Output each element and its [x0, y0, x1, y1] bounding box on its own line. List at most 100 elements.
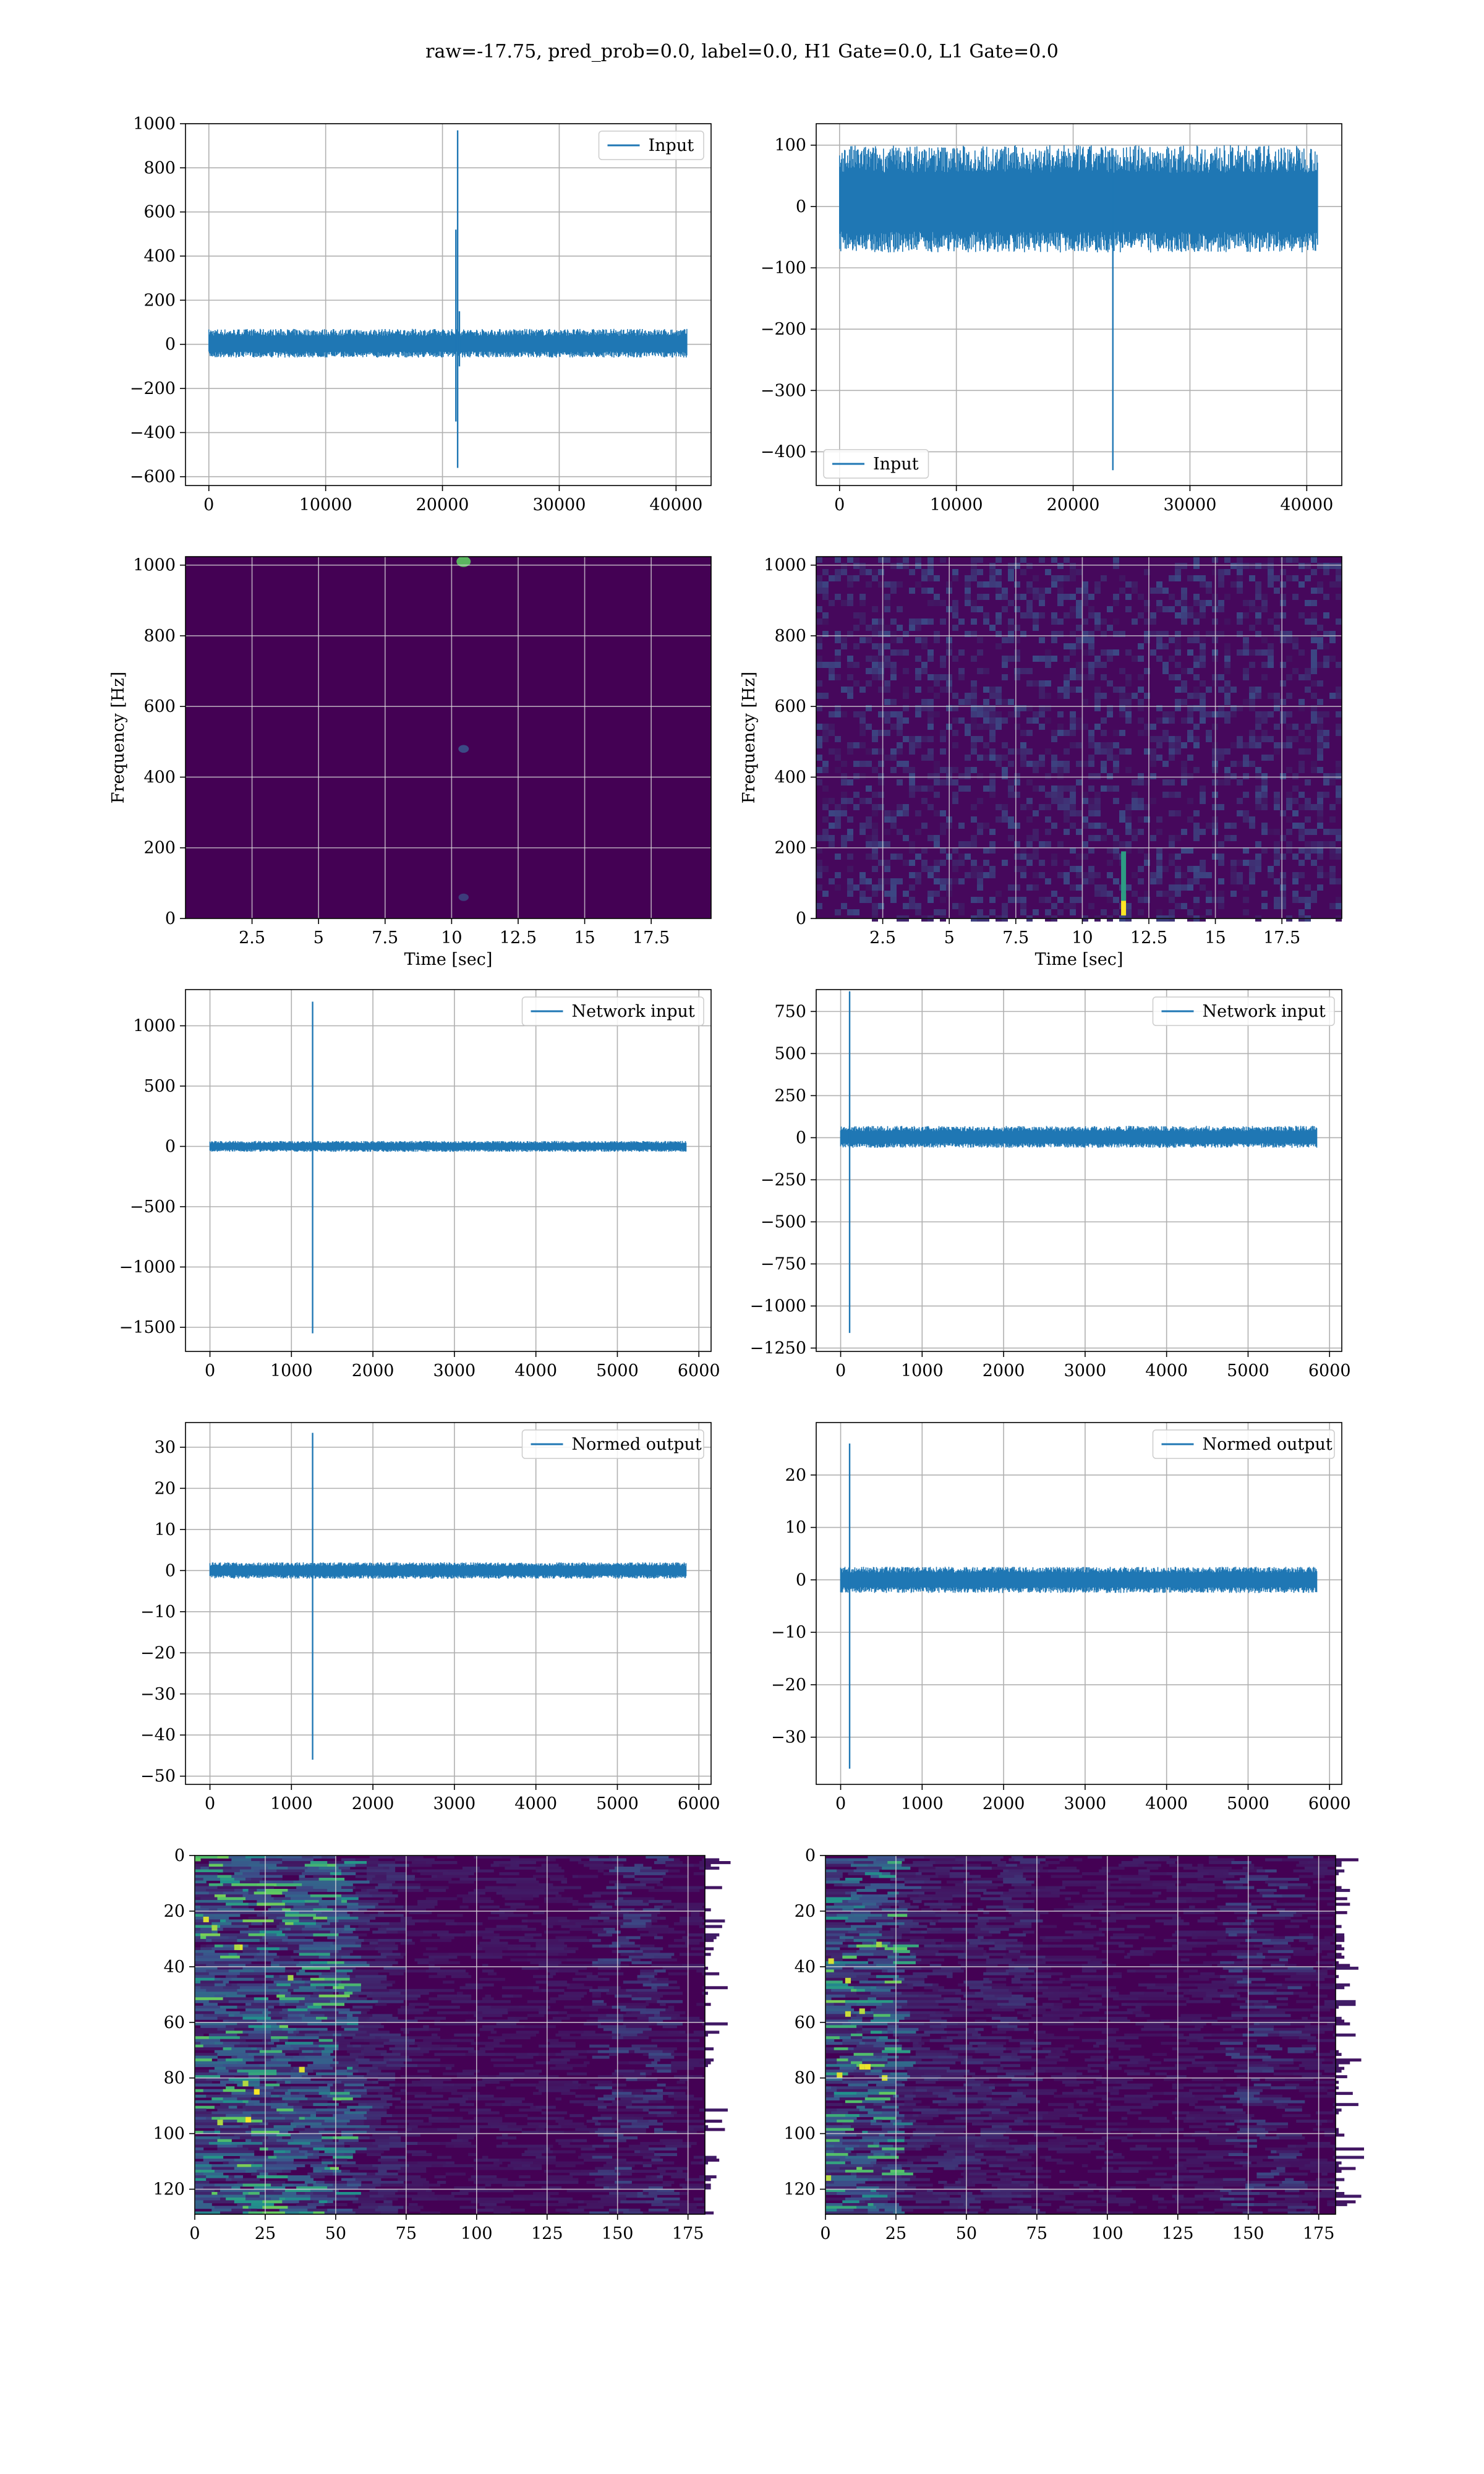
panel-input-h1: 0 10000 20000 30000 40000 −600 −400 −200 0 200 400… [130, 114, 712, 515]
panel-feature-map-h1: 0 25 50 75 100 125 150 175 0 20 40 60 80 100 120 [153, 1846, 731, 2243]
feature-hotspot [217, 2120, 223, 2126]
series-line-normed-output [209, 1562, 687, 1579]
feature-hotspot [234, 1944, 240, 1950]
y-tick-label: −400 [130, 423, 176, 442]
x-tick-label: 5000 [1227, 1361, 1269, 1380]
x-tick-label: 10 [441, 928, 462, 948]
y-tick-label: 600 [143, 203, 176, 222]
x-tick-label: 100 [1091, 2224, 1124, 2243]
x-tick-label: 50 [956, 2224, 977, 2243]
y-tick-label: −10 [771, 1623, 806, 1642]
y-tick-label: 80 [795, 2069, 816, 2088]
x-tick-label: 125 [1162, 2224, 1194, 2243]
y-tick-label: 20 [164, 1902, 185, 1921]
feature-hotspot [828, 1958, 834, 1964]
panel-normed-output-l1: 0 1000 2000 3000 4000 5000 6000 −30 −20 −10 0 10 20 N… [771, 1422, 1351, 1813]
x-tick-label: 175 [1303, 2224, 1335, 2243]
x-tick-label: 0 [205, 1794, 215, 1813]
x-tick-label: 0 [835, 1794, 846, 1813]
y-axis-label: Frequency [Hz] [740, 672, 759, 803]
y-tick-label: 30 [155, 1438, 176, 1457]
plot-background [186, 124, 711, 486]
x-tick-label: 17.5 [1263, 928, 1300, 948]
y-tick-label: −200 [130, 379, 176, 398]
x-tick-label: 0 [835, 1361, 846, 1380]
spectral-hotspot [458, 893, 469, 901]
legend-box [823, 449, 929, 479]
y-tick-label: 0 [796, 1570, 806, 1590]
feature-hotspot [825, 2175, 832, 2181]
spectral-hotspot [1121, 851, 1127, 901]
y-tick-label: −1000 [119, 1258, 176, 1277]
y-tick-label: 60 [164, 2013, 185, 2032]
y-tick-label: −20 [771, 1676, 806, 1695]
y-tick-label: 0 [796, 909, 806, 928]
y-tick-label: 400 [143, 768, 176, 787]
y-tick-label: 40 [795, 1958, 816, 1977]
x-tick-label: 5000 [596, 1794, 639, 1813]
feature-hotspot [859, 2008, 865, 2014]
feature-hotspot [845, 2011, 851, 2017]
legend: Normed output [521, 1429, 704, 1459]
x-tick-label: 10 [1072, 928, 1093, 948]
feature-hotspot [203, 1916, 209, 1922]
feature-hotspot [876, 1941, 882, 1948]
feature-hotspot [299, 2066, 305, 2073]
x-tick-label: 150 [1232, 2224, 1264, 2243]
x-tick-label: 2000 [983, 1794, 1025, 1813]
y-tick-label: 0 [165, 909, 176, 928]
y-tick-label: 1000 [133, 114, 176, 134]
y-tick-label: 750 [774, 1002, 806, 1021]
legend-box [1152, 996, 1335, 1026]
panel-normed-output-h1: 0 1000 2000 3000 4000 5000 6000 −50 −40 −30 −20 −10… [140, 1422, 720, 1813]
feature-hotspot [845, 1977, 851, 1984]
x-tick-label: 3000 [433, 1361, 476, 1380]
x-tick-label: 1000 [270, 1794, 313, 1813]
y-tick-label: 80 [164, 2069, 185, 2088]
plot-frame [816, 989, 1342, 1352]
legend: Normed output [1152, 1429, 1335, 1459]
x-tick-label: 6000 [678, 1361, 720, 1380]
plot-background [186, 557, 711, 918]
panel-feature-map-l1: 0 25 50 75 100 125 150 175 0 20 40 60 80 100 120 [783, 1846, 1364, 2243]
x-tick-label: 0 [820, 2224, 830, 2243]
plot-frame [816, 1422, 1342, 1785]
y-tick-label: 0 [796, 1128, 806, 1147]
legend: Input [598, 131, 704, 160]
series-line-network-input [840, 1126, 1318, 1148]
panel-network-input-h1: 0 1000 2000 3000 4000 5000 6000 −1500 −1000 −500 0… [119, 989, 720, 1380]
spectral-hotspot [458, 745, 469, 753]
y-tick-label: 1000 [133, 556, 176, 575]
y-tick-label: −20 [140, 1643, 176, 1663]
plot-frame [825, 1855, 1336, 2215]
y-tick-label: −40 [140, 1726, 176, 1745]
y-tick-label: 20 [785, 1466, 806, 1485]
y-tick-label: 1000 [133, 1017, 176, 1036]
feature-hotspot [242, 2081, 249, 2087]
plot-frame [185, 989, 712, 1352]
figure-suptitle: raw=-17.75, pred_prob=0.0, label=0.0, H1… [425, 41, 1059, 62]
x-tick-label: 1000 [270, 1361, 313, 1380]
x-tick-label: 20000 [1047, 495, 1100, 515]
y-tick-label: 10 [785, 1518, 806, 1538]
x-tick-label: 5000 [596, 1361, 639, 1380]
x-tick-label: 125 [531, 2224, 563, 2243]
y-tick-label: 120 [783, 2180, 816, 2199]
x-tick-label: 15 [1205, 928, 1226, 948]
plot-frame [185, 123, 712, 486]
panel-input-l1: 0 10000 20000 30000 40000 −400 −300 −200 −100 0 10… [761, 123, 1342, 515]
y-tick-label: 40 [164, 1958, 185, 1977]
x-tick-label: 7.5 [372, 928, 398, 948]
x-tick-label: 6000 [1308, 1794, 1351, 1813]
x-tick-label: 6000 [678, 1794, 720, 1813]
panel-network-input-l1: 0 1000 2000 3000 4000 5000 6000−1250−1000−750−… [750, 989, 1351, 1380]
x-tick-label: 150 [602, 2224, 634, 2243]
legend-label: Input [873, 455, 919, 474]
panel-spectrogram-l1: 2.5 5 7.5 10 12.5 15 17.5 0 200 400 600 800 1000 Time… [740, 556, 1342, 969]
legend-label: Network input [1203, 1002, 1326, 1021]
y-tick-label: 500 [143, 1077, 176, 1096]
y-tick-label: 120 [153, 2180, 185, 2199]
x-tick-label: 5 [944, 928, 955, 948]
legend-box [521, 996, 704, 1026]
